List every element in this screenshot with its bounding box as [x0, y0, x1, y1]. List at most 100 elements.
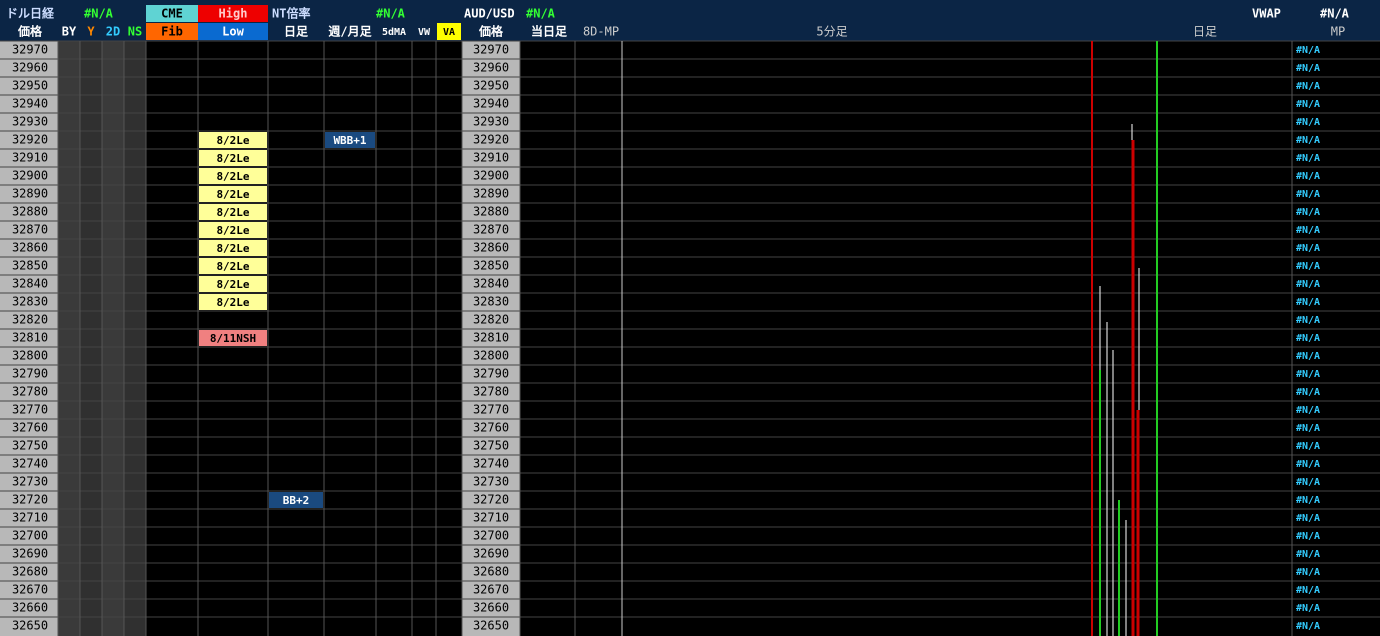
col-head: Y: [87, 25, 95, 39]
price: 32790: [473, 367, 509, 381]
mp-value: #N/A: [1296, 513, 1320, 524]
mp-value: #N/A: [1296, 261, 1320, 272]
column-bg: [1292, 41, 1380, 636]
column-bg: [80, 41, 102, 636]
mark-label: 8/2Le: [216, 224, 249, 237]
col-head: BY: [62, 25, 77, 39]
mark-label: BB+2: [283, 494, 310, 507]
col-head: 価格: [17, 24, 43, 39]
mp-value: #N/A: [1296, 99, 1320, 110]
daily-marks: [269, 492, 323, 508]
mp-value: #N/A: [1296, 225, 1320, 236]
price: 32680: [473, 565, 509, 579]
price: 32780: [12, 385, 48, 399]
price: 32770: [473, 403, 509, 417]
mark-label: 8/11NSH: [210, 332, 256, 345]
price: 32850: [12, 259, 48, 273]
mp-value: #N/A: [1296, 351, 1320, 362]
mp-value: #N/A: [1296, 369, 1320, 380]
column-bg: [462, 41, 520, 636]
price: 32700: [12, 529, 48, 543]
fib-cell: [146, 23, 198, 40]
mark-label: 8/2Le: [216, 134, 249, 147]
column-bg: [58, 41, 80, 636]
low-marks: [199, 240, 267, 256]
price: 32820: [473, 313, 509, 327]
price: 32850: [473, 259, 509, 273]
price: 32700: [473, 529, 509, 543]
mp-value: #N/A: [1296, 603, 1320, 614]
col-head: 価格: [478, 24, 504, 39]
column-bg: [436, 41, 462, 636]
mp-value: #N/A: [1296, 585, 1320, 596]
label: High: [219, 7, 248, 21]
low-marks: [199, 222, 267, 238]
mp-value: #N/A: [1296, 405, 1320, 416]
price: 32880: [473, 205, 509, 219]
mp-value: #N/A: [1296, 45, 1320, 56]
price: 32820: [12, 313, 48, 327]
price: 32860: [473, 241, 509, 255]
price: 32920: [12, 133, 48, 147]
mark-label: 8/2Le: [216, 242, 249, 255]
low-marks: [199, 276, 267, 292]
price: 32690: [12, 547, 48, 561]
price: 32760: [12, 421, 48, 435]
price: 32710: [12, 511, 48, 525]
price: 32770: [12, 403, 48, 417]
column-bg: [520, 41, 575, 636]
grid: 32970 32970 #N/A 32960 32960 #N/A 32950 32950 #N…: [0, 40, 1380, 636]
va-cell: [437, 23, 461, 40]
price: 32840: [473, 277, 509, 291]
label: CME: [161, 7, 183, 21]
price: 32730: [12, 475, 48, 489]
col-head: 週/月足: [328, 24, 371, 39]
col-head: 当日足: [531, 24, 567, 39]
price: 32680: [12, 565, 48, 579]
label: AUD/USD: [464, 7, 515, 21]
price: 32800: [473, 349, 509, 363]
mp-value: #N/A: [1296, 297, 1320, 308]
column-bg: [102, 41, 124, 636]
price: 32940: [473, 97, 509, 111]
mark-label: 8/2Le: [216, 260, 249, 273]
price: 32970: [12, 43, 48, 57]
mark-label: 8/2Le: [216, 296, 249, 309]
low-marks: [199, 186, 267, 202]
mp-value: #N/A: [1296, 567, 1320, 578]
price: 32650: [473, 619, 509, 633]
mp-value: #N/A: [1296, 135, 1320, 146]
label: NT倍率: [272, 6, 310, 21]
price: 32950: [473, 79, 509, 93]
col-head: 8D-MP: [583, 25, 619, 39]
mp-value: #N/A: [1296, 423, 1320, 434]
col-head: 5分足: [816, 25, 847, 39]
col-head: 日足: [1193, 25, 1217, 39]
col-head: 5dMA: [382, 27, 406, 38]
mark-label: 8/2Le: [216, 152, 249, 165]
low-cell: [198, 23, 268, 40]
col-head: VW: [418, 27, 431, 38]
mp-value: #N/A: [1296, 117, 1320, 128]
col-head: Fib: [161, 25, 183, 39]
price: 32780: [473, 385, 509, 399]
price: 32970: [473, 43, 509, 57]
column-bg: [0, 41, 58, 636]
low-marks: [199, 150, 267, 166]
mp-value: #N/A: [1296, 495, 1320, 506]
col-head: NS: [128, 25, 142, 39]
mp-value: #N/A: [1296, 63, 1320, 74]
mp-value: #N/A: [1296, 207, 1320, 218]
mp-value: #N/A: [1296, 333, 1320, 344]
weekly-marks: [325, 132, 375, 148]
price: 32660: [12, 601, 48, 615]
price: 32760: [473, 421, 509, 435]
mp-value: #N/A: [1296, 81, 1320, 92]
column-bg: [146, 41, 198, 636]
price: 32950: [12, 79, 48, 93]
value: #N/A: [1320, 7, 1350, 21]
col-head: 日足: [284, 25, 308, 39]
label: ドル日経: [6, 6, 55, 21]
price: 32660: [473, 601, 509, 615]
